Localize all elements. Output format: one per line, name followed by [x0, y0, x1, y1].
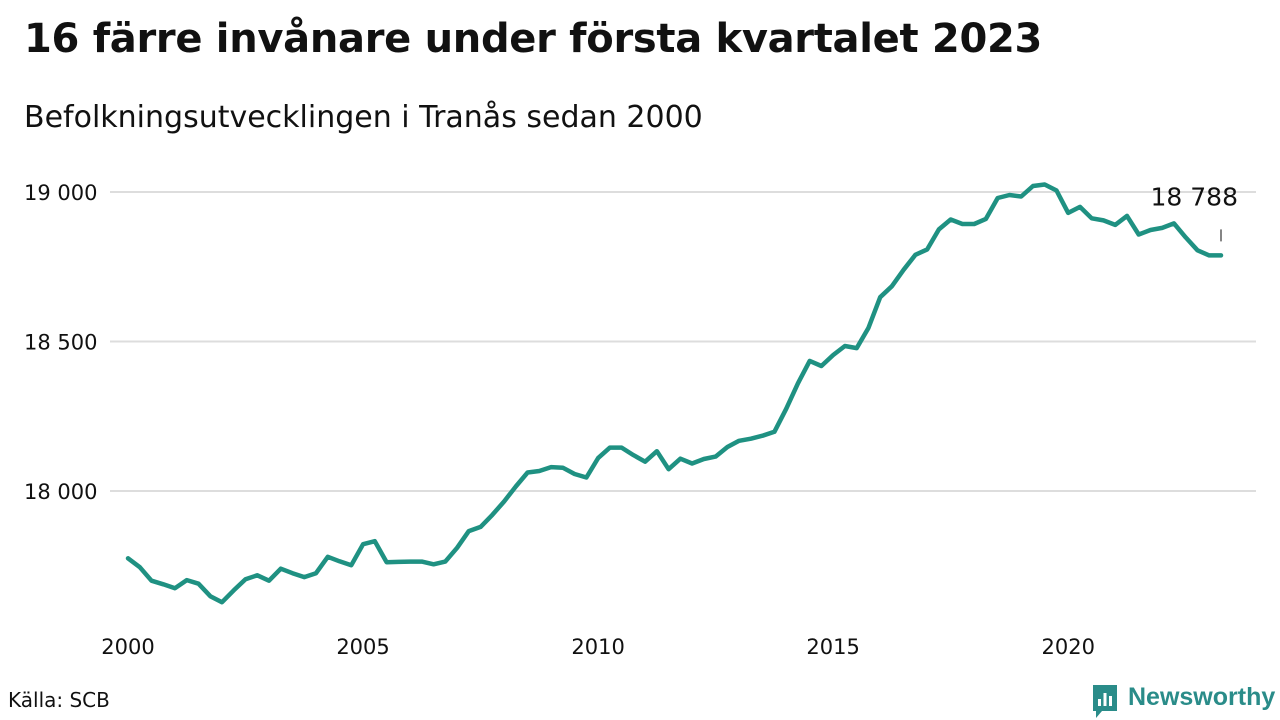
x-tick-label: 2020: [1041, 635, 1094, 659]
chart-title: 16 färre invånare under första kvartalet…: [24, 16, 1043, 62]
y-tick-label: 19 000: [24, 181, 97, 205]
x-tick-label: 2015: [806, 635, 859, 659]
end-value-label: 18 788: [1151, 182, 1238, 211]
x-tick-label: 2000: [101, 635, 154, 659]
brand-logo[interactable]: Newsworthy: [1090, 682, 1275, 720]
newsworthy-logo-icon: [1093, 685, 1117, 718]
brand-name: Newsworthy: [1128, 683, 1276, 711]
series-layer: [125, 182, 1224, 605]
chart-subtitle: Befolkningsutvecklingen i Tranås sedan 2…: [24, 100, 703, 135]
source-note: Källa: SCB: [8, 688, 110, 712]
y-axis-tick-labels: 18 000 18 500 19 000: [24, 181, 97, 504]
series-line: [125, 182, 1224, 605]
annotations: 18 788: [1151, 182, 1238, 242]
gridlines: [110, 191, 1256, 492]
x-tick-label: 2010: [571, 635, 624, 659]
x-tick-label: 2005: [336, 635, 389, 659]
y-tick-label: 18 000: [24, 480, 97, 504]
x-axis-tick-labels: 2000 2005 2010 2015 2020: [101, 635, 1095, 659]
y-tick-label: 18 500: [24, 331, 97, 355]
